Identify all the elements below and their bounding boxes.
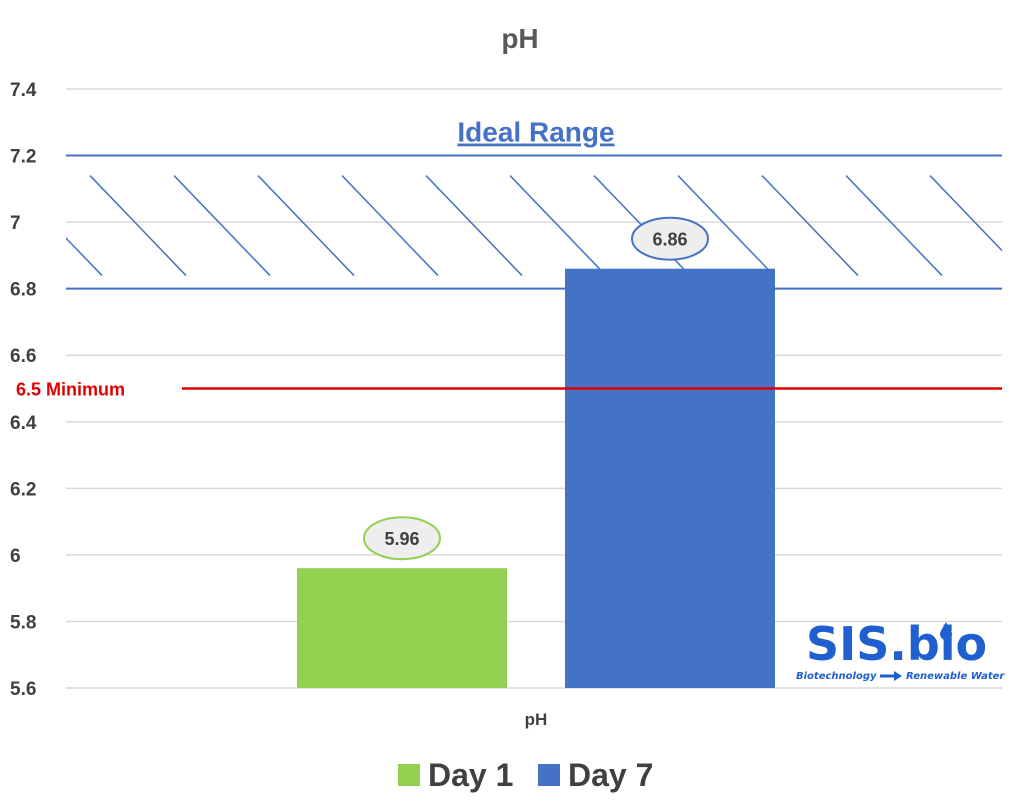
data-label: 5.96: [384, 529, 419, 549]
y-tick-label: 6.4: [10, 413, 37, 434]
minimum-label: 6.5 Minimum: [16, 380, 125, 400]
sis-bio-logo: SIS.bio Biotechnology Renewable Water: [796, 617, 1005, 682]
hatch-line: [173, 175, 271, 277]
y-tick-label: 6.8: [10, 280, 36, 301]
logo-wordmark: SIS.bio: [806, 617, 987, 671]
ideal-range-band: Ideal Range: [66, 117, 1024, 290]
y-tick-label: 6.2: [10, 479, 36, 500]
bar-day7: [565, 268, 775, 688]
hatch-line: [929, 175, 1002, 252]
chart-title: pH: [501, 23, 538, 54]
legend-swatch-day7: [538, 764, 560, 786]
hatch-line: [845, 175, 943, 277]
y-tick-label: 6: [10, 546, 21, 567]
bars: [297, 268, 775, 688]
y-tick-label: 5.6: [10, 679, 36, 700]
legend-swatch-day1: [398, 764, 420, 786]
hatch-line: [257, 175, 355, 277]
legend-label-day1: Day 1: [428, 757, 513, 793]
data-label-bubble: [631, 216, 709, 261]
y-tick-label: 6.6: [10, 346, 36, 367]
hatch-line: [509, 175, 607, 277]
hatch-line: [66, 236, 103, 277]
data-label-bubble: [363, 516, 441, 561]
hatch-line: [1014, 176, 1024, 276]
arrow-right-icon: [880, 671, 902, 681]
bar-day1: [297, 568, 507, 688]
hatch-line: [425, 175, 523, 277]
logo-tagline-right: Renewable Water: [906, 671, 1005, 682]
hatch-line: [761, 175, 859, 277]
y-tick-label: 5.8: [10, 612, 36, 633]
ideal-range-label: Ideal Range: [457, 117, 614, 148]
legend-label-day7: Day 7: [568, 757, 653, 793]
y-tick-label: 7.4: [10, 80, 37, 101]
hatch-line: [89, 175, 187, 277]
y-tick-label: 7: [10, 213, 21, 234]
y-axis-ticks: 5.6 5.8 6 6.2 6.4 6.6 6.8 7 7.2 7.4: [10, 80, 37, 700]
hatch-line: [341, 175, 439, 277]
logo-tagline-left: Biotechnology: [796, 671, 877, 682]
data-label: 6.86: [652, 230, 687, 250]
water-drop-icon: [940, 622, 952, 640]
data-labels: 5.96 6.86: [363, 216, 709, 561]
legend: Day 1 Day 7: [398, 757, 653, 793]
category-label: pH: [525, 710, 548, 729]
ideal-range-hatch: [66, 175, 1024, 277]
y-tick-label: 7.2: [10, 147, 36, 168]
hatch-line: [677, 175, 775, 277]
